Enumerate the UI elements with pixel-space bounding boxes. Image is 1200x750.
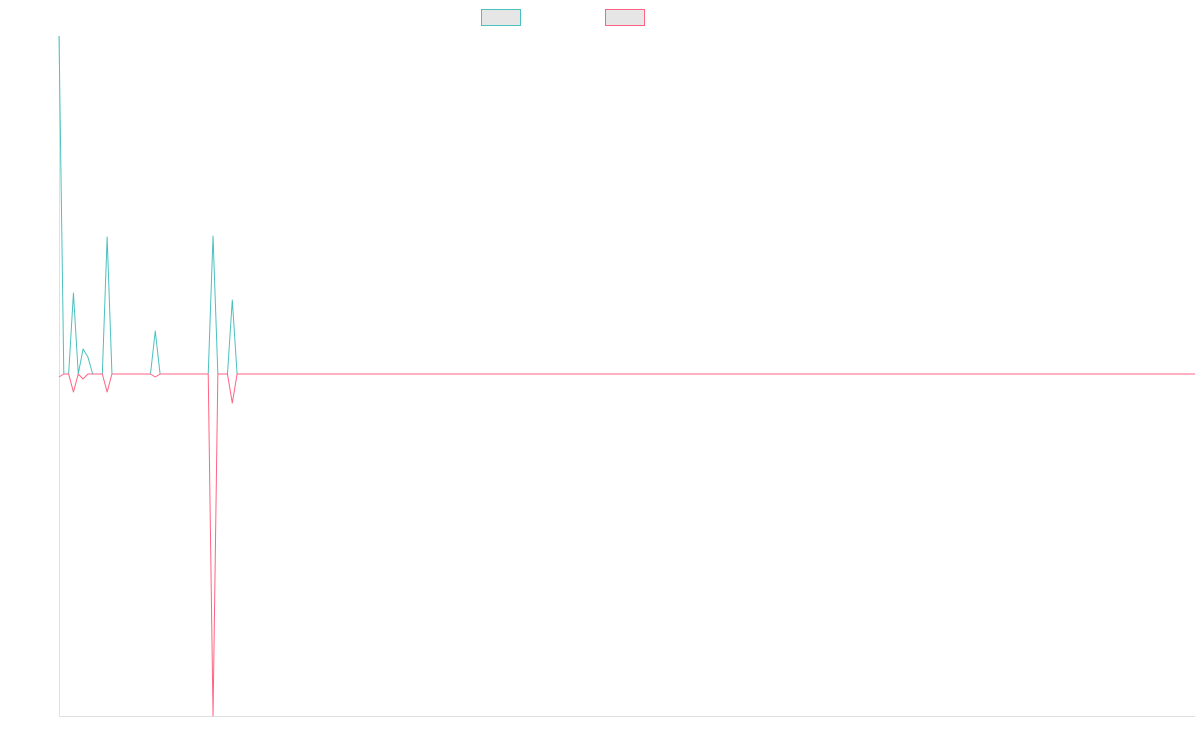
legend-swatch [605,9,645,26]
series-line [58,373,1195,717]
legend-swatch [481,9,521,26]
series-line [58,35,1195,375]
